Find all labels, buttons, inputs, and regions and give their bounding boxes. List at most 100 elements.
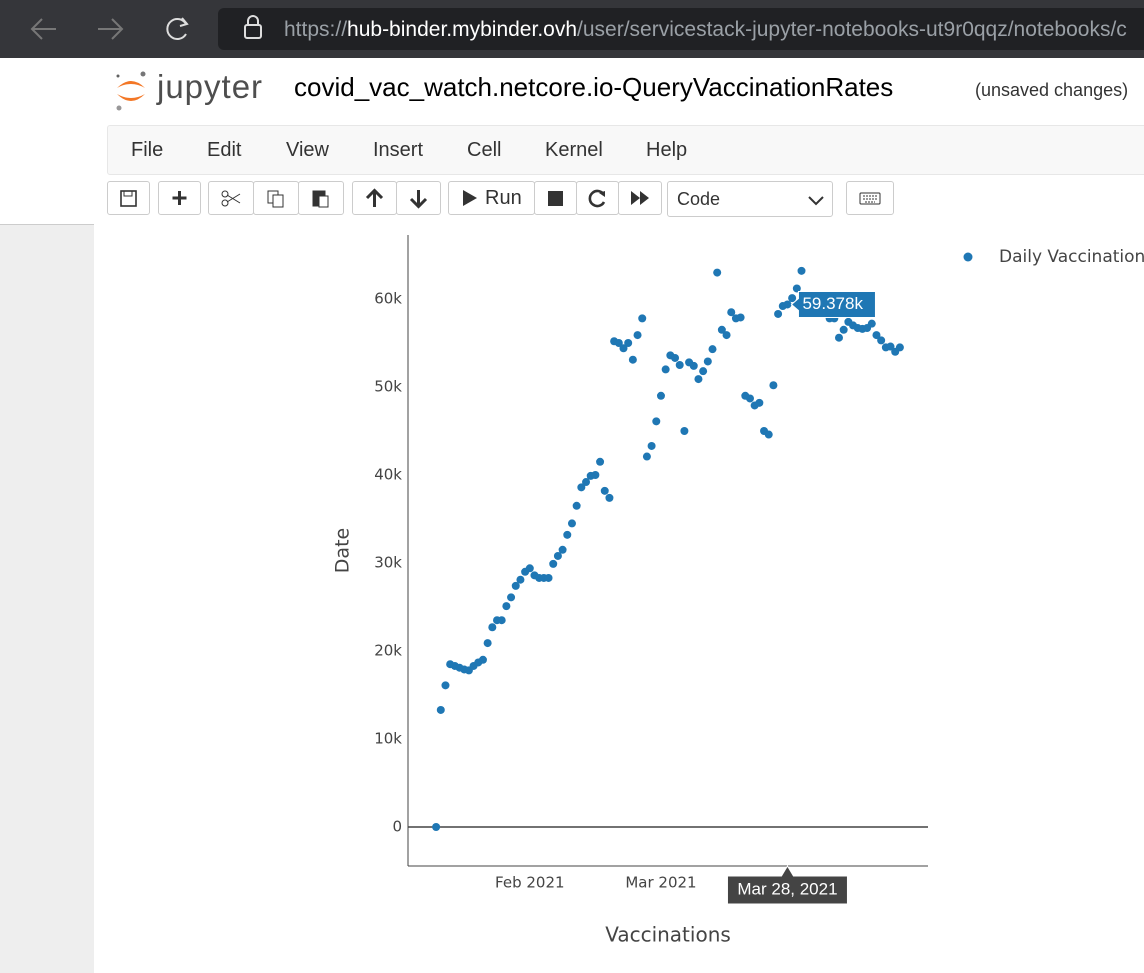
notebook-name[interactable]: covid_vac_watch.netcore.io-QueryVaccinat… bbox=[294, 72, 894, 102]
cut-button[interactable] bbox=[208, 181, 254, 215]
menu-item[interactable]: Edit bbox=[207, 139, 242, 161]
copy-button[interactable] bbox=[253, 181, 299, 215]
data-point bbox=[647, 441, 656, 450]
menu-item[interactable]: Kernel bbox=[545, 139, 603, 161]
cell-type-select[interactable]: Code bbox=[667, 181, 833, 217]
insert-button[interactable] bbox=[158, 181, 201, 215]
hover-x-box bbox=[726, 865, 848, 905]
data-point bbox=[619, 344, 628, 353]
menu-item[interactable]: Help bbox=[646, 139, 688, 161]
data-point bbox=[436, 705, 445, 714]
menu-item[interactable]: File bbox=[131, 139, 164, 161]
data-point bbox=[694, 375, 703, 384]
data-point bbox=[596, 457, 605, 466]
data-point bbox=[441, 681, 450, 690]
plot: 0 10k 20k 30k 40k 50k 60k Feb 2021 Mar 2021 Vacci… bbox=[332, 235, 1144, 947]
data-point bbox=[703, 357, 712, 366]
paste-button[interactable] bbox=[298, 181, 344, 215]
data-point bbox=[549, 559, 558, 568]
address-bar[interactable]: https://hub-binder.mybinder.ovh/user/ser… bbox=[218, 8, 1144, 50]
data-point bbox=[614, 339, 623, 348]
data-point bbox=[511, 581, 520, 590]
url-scheme: https:// bbox=[284, 18, 348, 41]
data-point bbox=[624, 339, 633, 348]
hover-box bbox=[790, 290, 876, 318]
data-point bbox=[671, 353, 680, 362]
menu-item[interactable]: View bbox=[286, 139, 329, 161]
data-point bbox=[638, 314, 647, 323]
menu-item[interactable]: Insert bbox=[373, 139, 424, 161]
y-tick-label: 10k bbox=[374, 729, 402, 747]
url: https://hub-binder.mybinder.ovh/user/ser… bbox=[284, 18, 1127, 42]
logo-text[interactable]: jupyter bbox=[157, 68, 264, 105]
data-point bbox=[656, 391, 665, 400]
data-point bbox=[507, 593, 516, 602]
data-point bbox=[713, 268, 722, 277]
cell-type-label: Code bbox=[677, 189, 721, 209]
data-point bbox=[774, 309, 783, 318]
data-point bbox=[642, 452, 651, 461]
data-point bbox=[553, 551, 562, 560]
x-tick-label: Feb 2021 bbox=[495, 874, 565, 892]
legend-label: Daily Vaccinations bbox=[999, 247, 1144, 267]
menu-bar: File Edit View Insert Cell Kernel Help bbox=[107, 125, 1144, 175]
data-point bbox=[661, 365, 670, 374]
data-point bbox=[764, 430, 773, 439]
y-tick-label: 20k bbox=[374, 641, 402, 659]
y-tick-label: 40k bbox=[374, 466, 402, 484]
data-point bbox=[567, 519, 576, 528]
url-host: hub-binder.mybinder.ovh bbox=[347, 18, 578, 41]
data-point bbox=[483, 639, 492, 648]
data-point bbox=[722, 331, 731, 340]
data-point bbox=[497, 616, 506, 625]
hover-value: 59.378k bbox=[802, 294, 863, 313]
data-point bbox=[769, 381, 778, 390]
keyboard-button[interactable] bbox=[846, 181, 894, 215]
url-path: /user/servicestack-jupyter-notebooks-ut9… bbox=[577, 18, 1127, 41]
y-tick-label: 0 bbox=[392, 817, 402, 835]
run-all-button[interactable] bbox=[618, 181, 662, 215]
lock-icon bbox=[244, 15, 262, 39]
hover-label: 59.378k bbox=[790, 290, 876, 318]
menu-item[interactable]: Cell bbox=[467, 139, 502, 161]
stop-button[interactable] bbox=[534, 181, 577, 215]
notebook-header: jupyter covid_vac_watch.netcore.io-Query… bbox=[0, 58, 1144, 225]
data-point bbox=[516, 575, 525, 584]
data-point bbox=[680, 427, 689, 436]
data-point bbox=[628, 355, 637, 364]
restart-button[interactable] bbox=[576, 181, 619, 215]
data-point bbox=[727, 308, 736, 317]
data-point bbox=[605, 493, 614, 502]
data-point bbox=[502, 602, 511, 611]
data-point bbox=[525, 564, 534, 573]
data-point bbox=[788, 294, 797, 303]
save-button[interactable] bbox=[107, 181, 150, 215]
data-point bbox=[432, 822, 441, 831]
notebook-area bbox=[94, 224, 1144, 973]
data-point bbox=[591, 471, 600, 480]
data-point bbox=[600, 486, 609, 495]
data-point bbox=[582, 478, 591, 487]
data-point bbox=[745, 394, 754, 403]
data-point bbox=[633, 331, 642, 340]
data-point bbox=[886, 342, 895, 351]
save-status: (unsaved changes) bbox=[975, 80, 1129, 100]
y-tick-label: 30k bbox=[374, 554, 402, 572]
data-point bbox=[755, 398, 764, 407]
data-point bbox=[572, 501, 581, 510]
data-point bbox=[783, 300, 792, 309]
legend-marker bbox=[963, 252, 973, 262]
move-up-button[interactable] bbox=[352, 181, 397, 215]
data-point bbox=[834, 333, 843, 342]
data-point bbox=[877, 336, 886, 345]
data-point bbox=[708, 345, 717, 354]
data-point bbox=[872, 331, 881, 340]
run-button[interactable]: Run bbox=[448, 181, 535, 215]
x-tick-label: Mar 2021 bbox=[625, 874, 696, 892]
move-down-button[interactable] bbox=[396, 181, 441, 215]
data-point bbox=[699, 367, 708, 376]
data-point bbox=[867, 319, 876, 328]
y-tick-label: 60k bbox=[374, 290, 402, 308]
